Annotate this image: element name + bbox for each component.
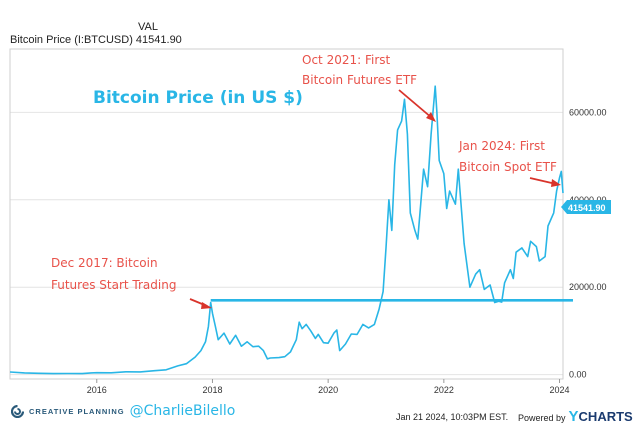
plot-area-border (9, 48, 564, 380)
last-value-badge-shape (561, 200, 611, 214)
dec2017-annotation-line1: Dec 2017: Bitcoin (51, 256, 158, 270)
y-tick-label: 60000.00 (569, 107, 607, 117)
creative-planning-logo-icon (11, 404, 24, 418)
jan2024-annotation-line1: Jan 2024: First (458, 139, 545, 153)
grid-lines (10, 111, 563, 376)
series-value: 41541.90 (135, 34, 182, 46)
oct2021-annotation-line2: Bitcoin Futures ETF (302, 73, 417, 87)
y-axis-ticks: 0.00 20000.00 40000.00 60000.00 (569, 107, 607, 379)
val-header: VAL (138, 21, 158, 33)
jan2024-arrowhead (551, 179, 561, 187)
last-value-badge: 41541.90 (561, 200, 611, 214)
x-tick-label: 2022 (434, 385, 454, 395)
ycharts-logo-y: Y (568, 408, 579, 425)
oct2021-annotation-line1: Oct 2021: First (302, 53, 391, 67)
powered-by-label: Powered by (518, 413, 566, 423)
jan2024-annotation-line2: Bitcoin Spot ETF (459, 160, 557, 174)
y-tick-label: 0.00 (569, 370, 587, 380)
chart-title: Bitcoin Price (in US $) (93, 88, 303, 108)
series-label: Bitcoin Price (I:BTCUSD) (10, 34, 133, 46)
bitcoin-price-line (9, 85, 564, 375)
y-tick-label: 20000.00 (569, 282, 607, 292)
oct2021-arrowhead (426, 112, 436, 122)
brand-name: CREATIVE PLANNING (29, 406, 125, 416)
timestamp: Jan 21 2024, 10:03PM EST. (396, 412, 509, 422)
x-tick-label: 2020 (318, 385, 338, 395)
dec2017-arrowhead (201, 302, 212, 309)
x-tick-label: 2024 (550, 385, 570, 395)
ycharts-logo-text: CHARTS (578, 409, 633, 424)
x-tick-label: 2016 (87, 385, 107, 395)
creative-planning-brand: CREATIVE PLANNING @CharlieBilello (11, 403, 235, 419)
dec2017-annotation-line2: Futures Start Trading (51, 278, 176, 292)
oct2021-arrow (398, 89, 433, 119)
x-axis-ticks: 2016 2018 2020 2022 2024 (87, 379, 570, 395)
twitter-handle: @CharlieBilello (129, 403, 236, 419)
y-tick-label: 40000.00 (569, 195, 607, 205)
x-tick-label: 2018 (202, 385, 222, 395)
series-header: Bitcoin Price (I:BTCUSD) 41541.90 (10, 34, 182, 46)
last-value-label: 41541.90 (568, 203, 606, 213)
powered-by: Powered by Y CHARTS (518, 408, 633, 425)
